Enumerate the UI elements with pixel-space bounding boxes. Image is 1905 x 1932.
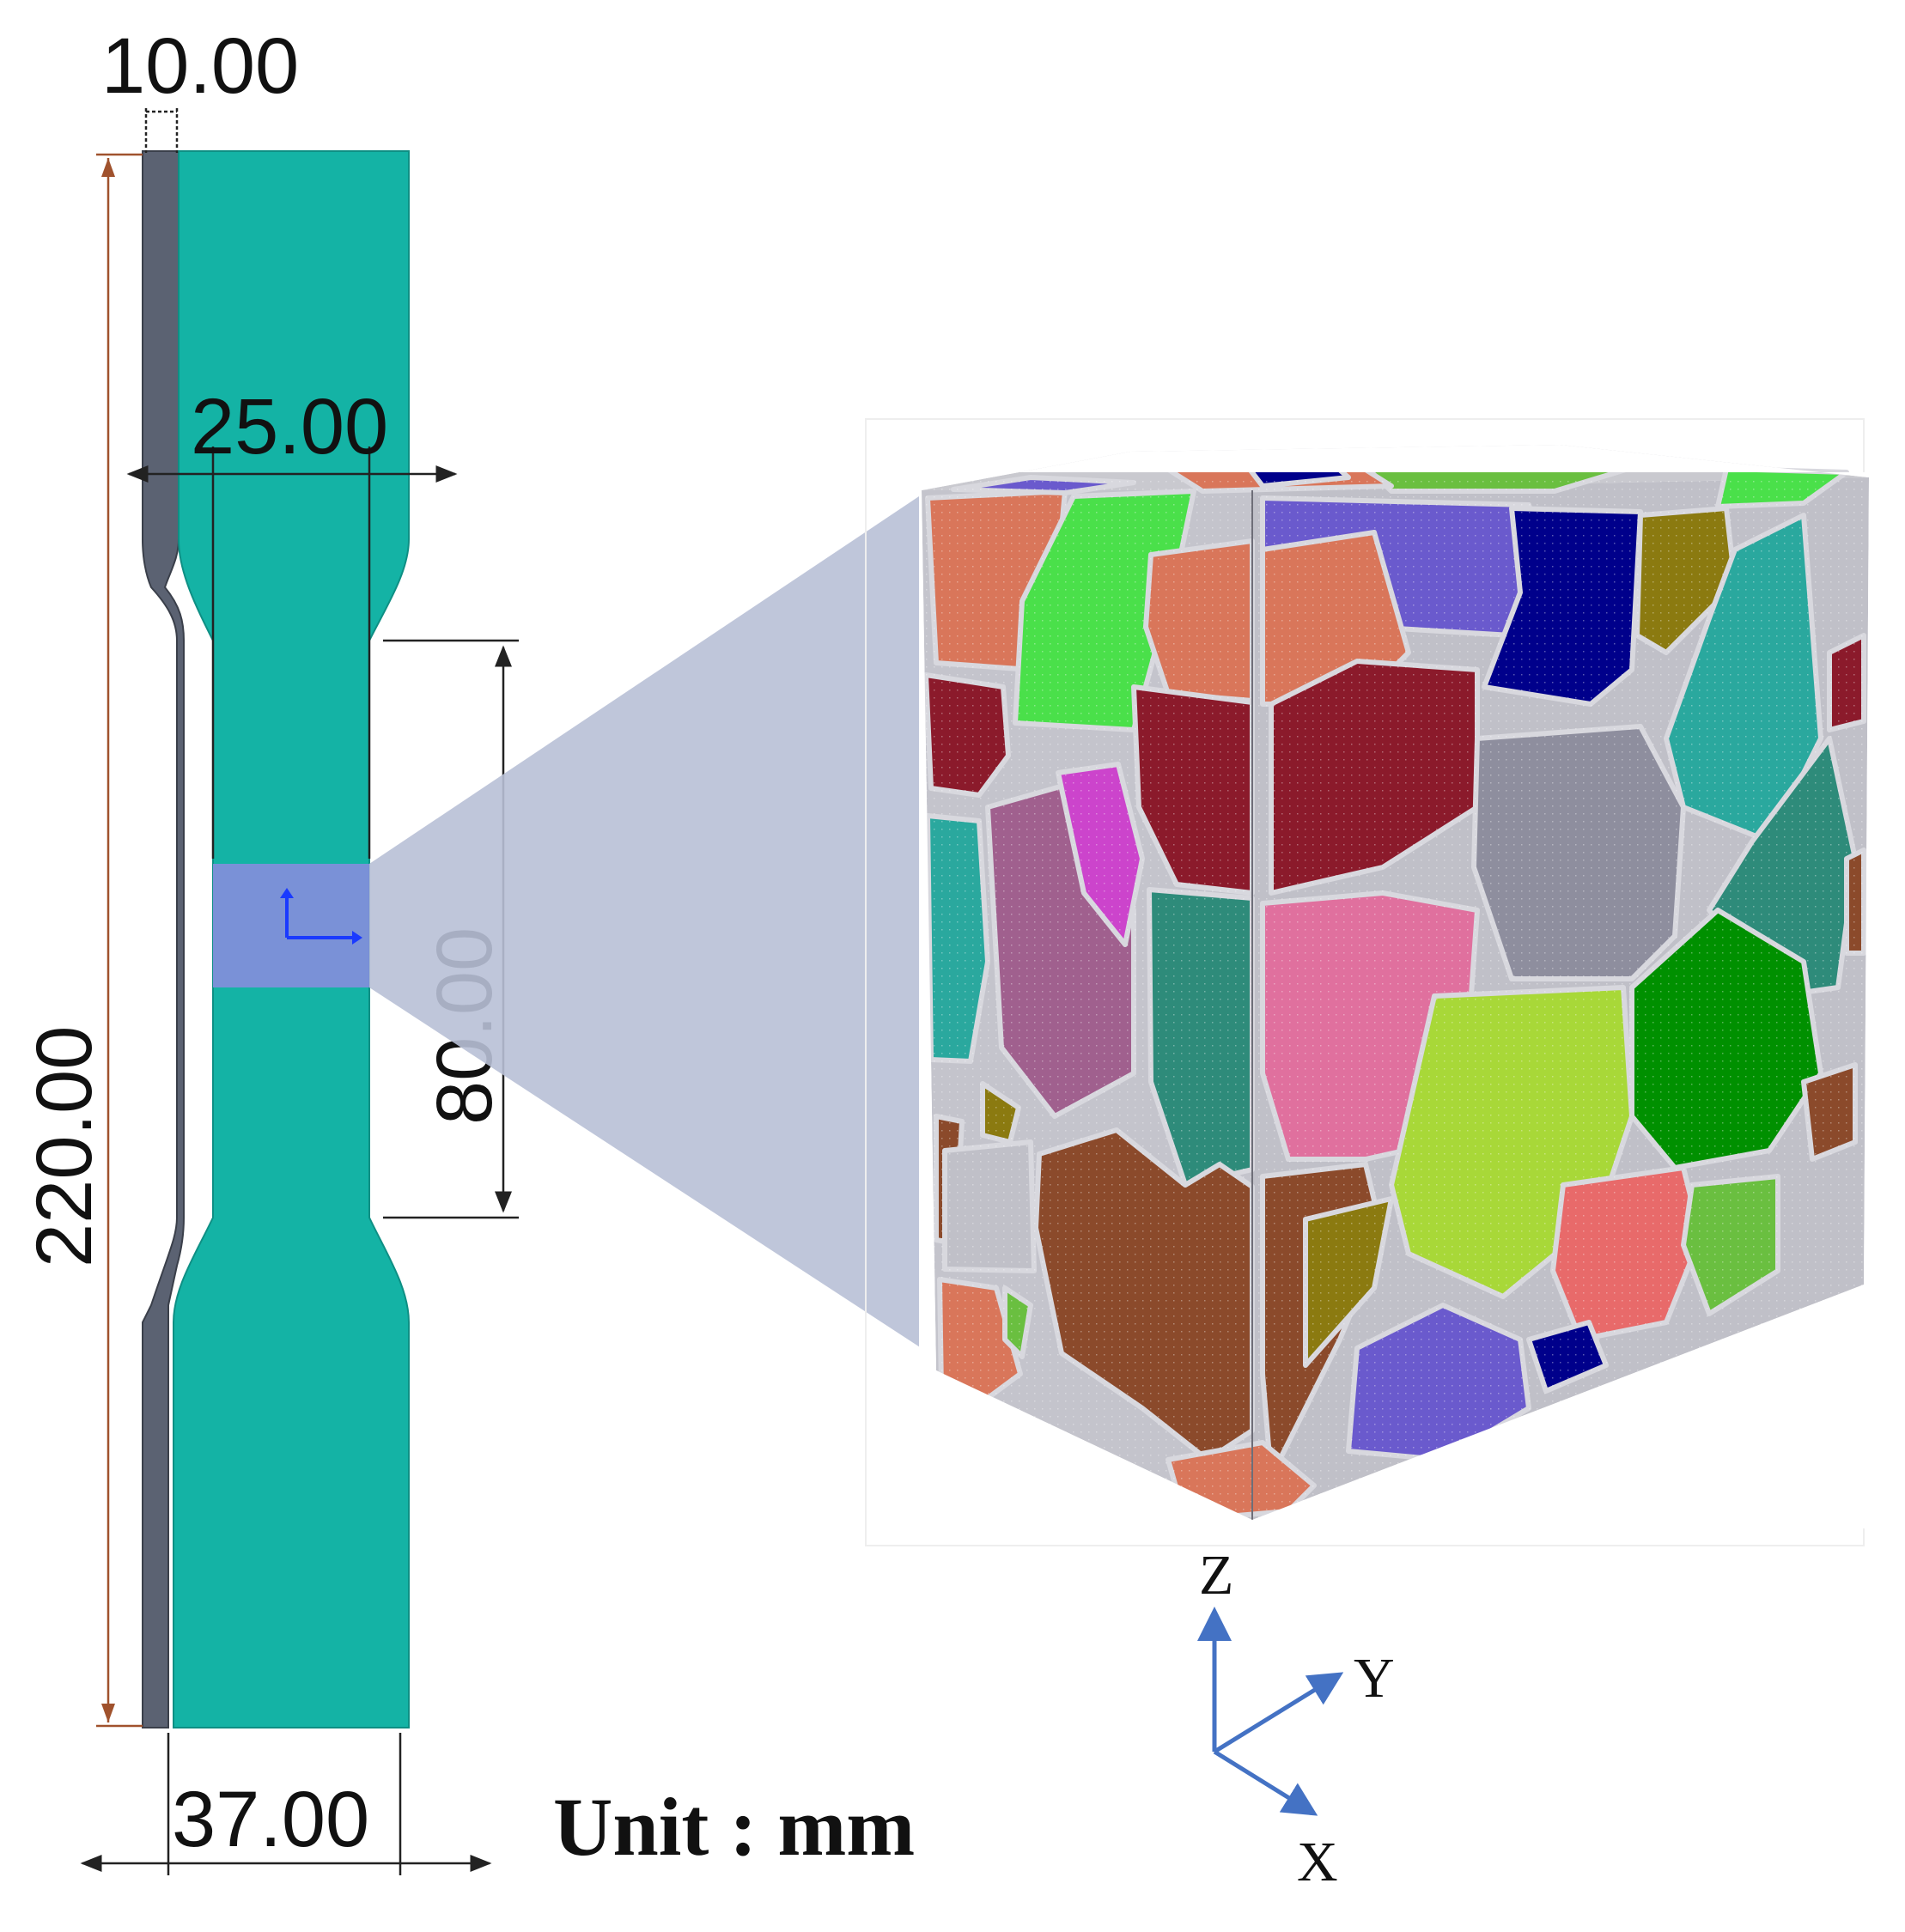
total-length-label: 220.00 (21, 1026, 108, 1267)
grain-31 (1346, 1303, 1531, 1462)
polycrystal-cube (865, 418, 1872, 1546)
axis-x-label: X (1297, 1831, 1338, 1893)
grain-34 (1844, 848, 1866, 956)
grain-25 (1629, 908, 1823, 1170)
grain-4 (1131, 684, 1255, 896)
grain-30 (1303, 1196, 1394, 1368)
local-axes-icon (285, 893, 357, 939)
grain-13 (942, 1139, 1037, 1273)
total-length-dimension (96, 153, 143, 1728)
grain-32 (1526, 1320, 1609, 1394)
grain-14 (1002, 1285, 1033, 1359)
tensile-specimen (142, 150, 410, 1728)
grain-26 (1550, 1165, 1703, 1342)
axis-z-label: Z (1199, 1544, 1233, 1607)
grain-2 (923, 672, 1011, 798)
grain-12 (937, 1277, 1023, 1411)
grain-19 (1634, 506, 1738, 655)
thickness-label: 10.00 (101, 22, 299, 110)
dimension-lines (80, 108, 519, 1875)
global-axes: Z Y X (1197, 1544, 1395, 1893)
grain-35 (1827, 633, 1866, 732)
grain-5 (925, 813, 990, 1064)
axis-y-label: Y (1354, 1647, 1395, 1710)
grip-width-label: 37.00 (172, 1776, 369, 1863)
specimen-highlight-region (213, 864, 369, 987)
grain-27 (1681, 1174, 1780, 1316)
unit-label: Unit : mm (553, 1781, 915, 1873)
grain-16 (1482, 506, 1643, 707)
grain-7 (1056, 762, 1145, 947)
grain-21 (1471, 724, 1686, 981)
gauge-width-label: 25.00 (191, 383, 388, 471)
grain-20 (1664, 513, 1823, 844)
grain-28 (1801, 1062, 1858, 1162)
grain-group (923, 446, 1866, 1522)
specimen-side-face (142, 150, 185, 1728)
zoom-cone (369, 495, 934, 1357)
cube-outside-mask (919, 445, 1872, 1528)
grain-39 (951, 475, 1136, 495)
